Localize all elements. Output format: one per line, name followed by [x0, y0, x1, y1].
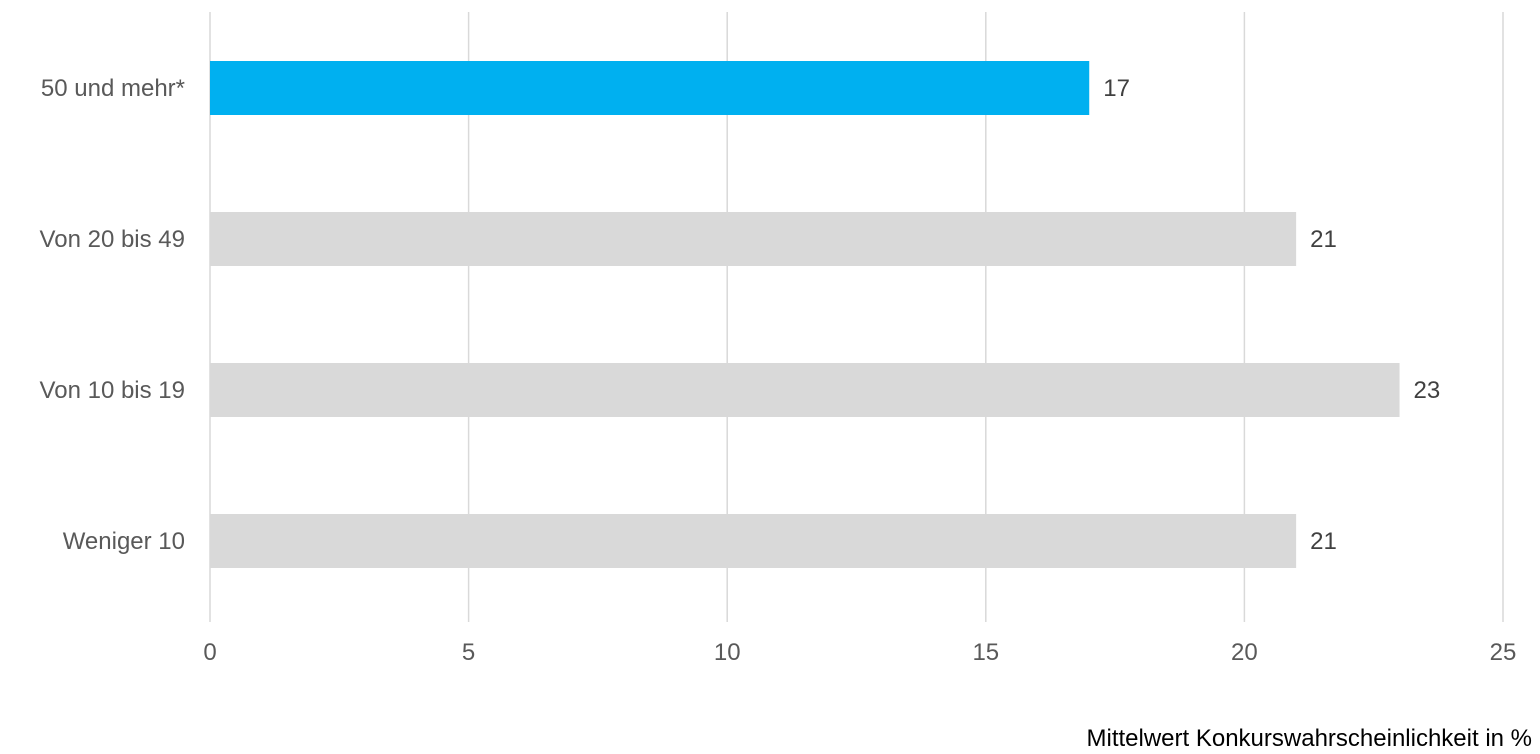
x-tick-label: 25 — [1490, 639, 1517, 666]
x-axis-title: Mittelwert Konkurswahrscheinlichkeit in … — [1087, 725, 1533, 752]
x-tick-label: 20 — [1231, 639, 1258, 666]
x-tick-label: 15 — [972, 639, 999, 666]
category-label: Von 20 bis 49 — [40, 226, 185, 253]
category-label: Von 10 bis 19 — [40, 377, 185, 404]
x-tick-label: 5 — [462, 639, 475, 666]
bar — [210, 514, 1297, 568]
x-axis-ticks: 0 5 10 15 20 25 — [203, 639, 1516, 666]
data-label: 21 — [1310, 528, 1337, 555]
x-tick-label: 0 — [203, 639, 216, 666]
bar — [210, 61, 1090, 115]
data-label: 23 — [1414, 377, 1441, 404]
category-label: 50 und mehr* — [41, 75, 185, 102]
data-labels: 17 21 23 21 — [1103, 75, 1440, 555]
x-tick-label: 10 — [714, 639, 741, 666]
data-label: 21 — [1310, 226, 1337, 253]
data-label: 17 — [1103, 75, 1130, 102]
bars — [210, 61, 1400, 568]
bar — [210, 363, 1400, 417]
category-label: Weniger 10 — [63, 528, 185, 555]
category-labels: 50 und mehr* Von 20 bis 49 Von 10 bis 19 We… — [40, 75, 185, 555]
bar — [210, 212, 1297, 266]
